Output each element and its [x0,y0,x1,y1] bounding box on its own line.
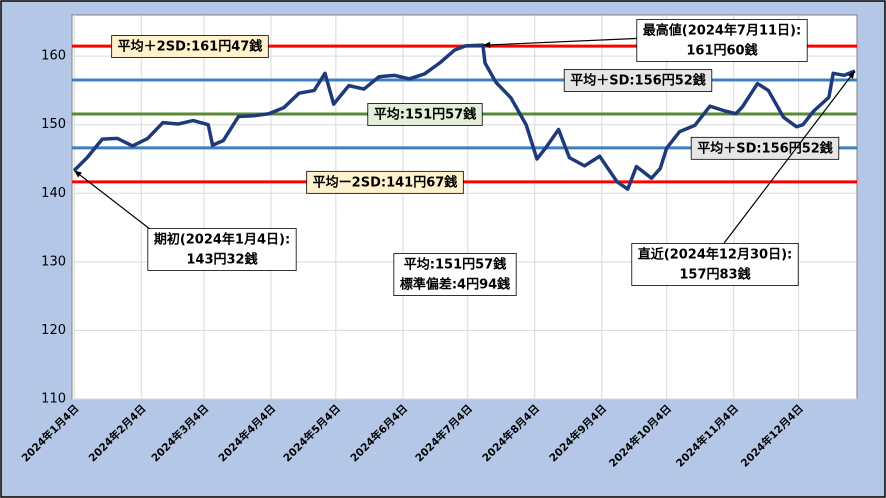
reference-label-text: 平均＋SD:156円52銭 [570,73,706,89]
annotation-text: 161円60銭 [686,43,757,59]
label-box [393,253,517,296]
annotation-text: 157円83銭 [679,267,750,283]
reference-label: 平均＋SD:156円52銭 [690,136,840,160]
annotation-text: 標準偏差:4円94銭 [400,277,510,293]
label-box [636,19,808,62]
label-box [631,243,799,286]
reference-label-text: 平均:151円57銭 [374,106,476,122]
annotation-text: 最高値(2024年7月11日): [643,23,801,39]
annotation-arrow [723,70,856,244]
arrow-head [847,71,855,79]
annotation: 最高値(2024年7月11日): 161円60銭 [482,19,808,62]
label-box [306,170,464,194]
reference-label: 平均ー2SD:141円67銭 [306,170,464,194]
label-box [111,35,269,58]
reference-label: 平均＋SD:156円52銭 [563,69,713,92]
y-tick-label: 120 [41,323,66,338]
label-box [367,103,483,126]
y-tick-label: 140 [41,186,66,201]
reference-label-text: 平均＋2SD:161円47銭 [118,39,263,55]
annotation-text: 143円32銭 [186,252,257,268]
annotation-text: 直近(2024年12月30日): [638,247,792,263]
annotation-text: 期初(2024年1月4日): [154,232,290,248]
arrow-head [482,41,491,48]
annotation: 期初(2024年1月4日): 143円32銭 [73,170,297,271]
annotation-text: 平均:151円57銭 [404,257,506,273]
label-box [563,69,713,92]
annotation: 直近(2024年12月30日): 157円83銭 [631,70,856,286]
annotation-arrow [482,37,637,46]
reference-label-text: 平均ー2SD:141円67銭 [313,174,458,190]
label-box [690,136,840,160]
annotation-arrow [73,170,153,231]
reference-label-text: 平均＋SD:156円52銭 [697,140,833,156]
y-tick-label: 150 [41,117,66,132]
reference-label: 平均:151円57銭 [367,103,483,126]
y-tick-label: 160 [41,49,66,64]
plot-area [71,14,858,400]
y-tick-label: 130 [41,254,66,269]
y-tick-label: 110 [41,392,66,407]
arrow-head [74,170,82,178]
label-box [147,228,297,271]
series-line [72,43,856,191]
reference-label: 平均＋2SD:161円47銭 [111,35,269,58]
